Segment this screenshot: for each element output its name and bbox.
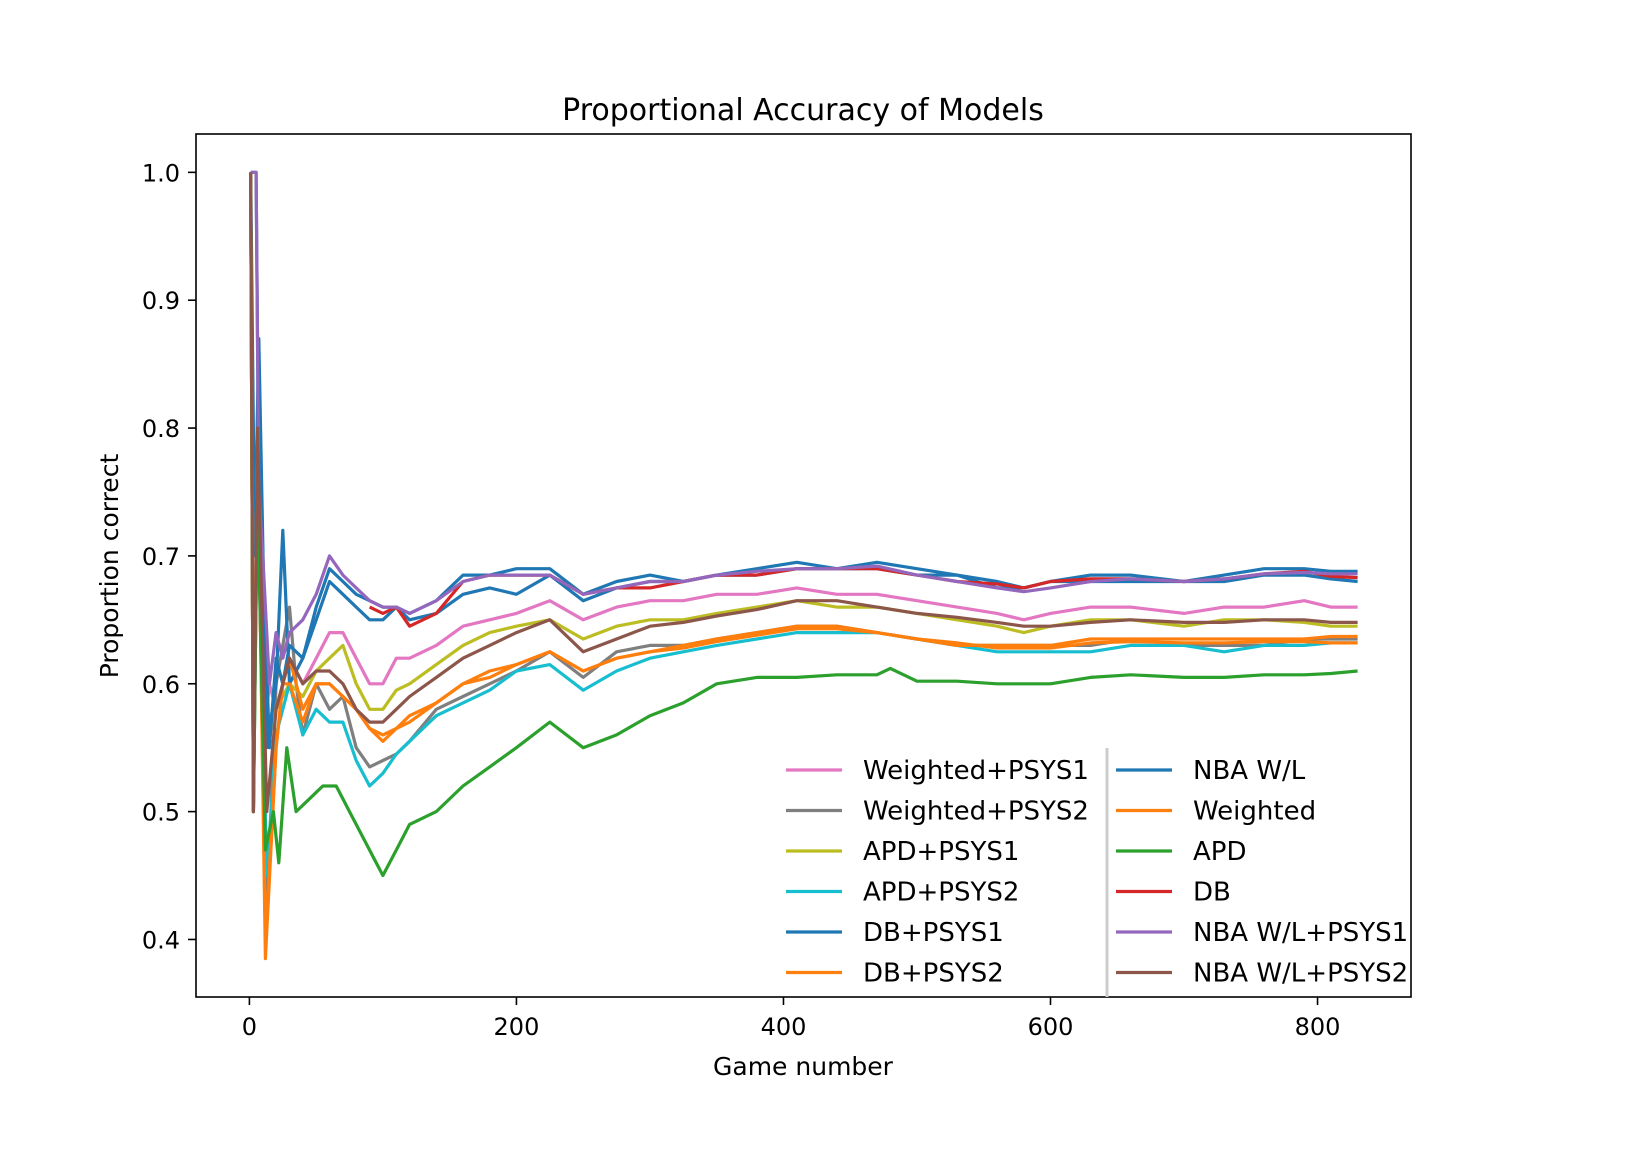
y-tick-label: 0.8 xyxy=(142,415,180,443)
y-tick-label: 0.9 xyxy=(142,287,180,315)
chart-title: Proportional Accuracy of Models xyxy=(562,93,1044,128)
x-tick-label: 800 xyxy=(1295,1013,1341,1041)
legend-label: NBA W/L xyxy=(1193,756,1306,786)
y-tick-label: 0.5 xyxy=(142,799,180,827)
y-tick-label: 0.7 xyxy=(142,543,180,571)
legend: Weighted+PSYS1 Weighted+PSYS2 APD+PSYS1 APD… xyxy=(786,748,1408,997)
legend-label: DB xyxy=(1193,878,1231,908)
series-line-7 xyxy=(249,172,1358,942)
x-tick-label: 200 xyxy=(494,1013,540,1041)
y-axis-title: Proportion correct xyxy=(95,454,124,679)
legend-label: NBA W/L+PSYS2 xyxy=(1193,959,1408,989)
x-tick-label: 0 xyxy=(242,1013,257,1041)
x-tick-label: 400 xyxy=(761,1013,807,1041)
axis-layer: 0 200 400 600 800 0.4 0.5 0.6 0.7 0.8 0.9 1.0 xyxy=(142,159,1341,1041)
legend-label: Weighted+PSYS1 xyxy=(863,756,1089,786)
plot-frame xyxy=(195,133,1412,998)
legend-label: Weighted xyxy=(1193,797,1316,827)
series-line-11 xyxy=(249,172,1358,814)
legend-label: APD xyxy=(1193,837,1247,867)
y-tick-label: 0.4 xyxy=(142,926,180,954)
series-line-8 xyxy=(249,172,1358,878)
series-line-3 xyxy=(249,172,1358,878)
legend-label: APD+PSYS2 xyxy=(863,878,1019,908)
legend-label: DB+PSYS2 xyxy=(863,959,1004,989)
y-tick-label: 1.0 xyxy=(142,159,180,187)
legend-label: APD+PSYS1 xyxy=(863,837,1019,867)
y-tick-label: 0.6 xyxy=(142,671,180,699)
x-tick-label: 600 xyxy=(1028,1013,1074,1041)
legend-label: NBA W/L+PSYS1 xyxy=(1193,918,1408,948)
series-layer xyxy=(249,170,1358,961)
x-axis-title: Game number xyxy=(713,1052,894,1081)
series-line-6 xyxy=(250,170,1358,750)
legend-label: DB+PSYS1 xyxy=(863,918,1004,948)
series-line-10 xyxy=(250,170,1358,686)
legend-label: Weighted+PSYS2 xyxy=(863,797,1089,827)
